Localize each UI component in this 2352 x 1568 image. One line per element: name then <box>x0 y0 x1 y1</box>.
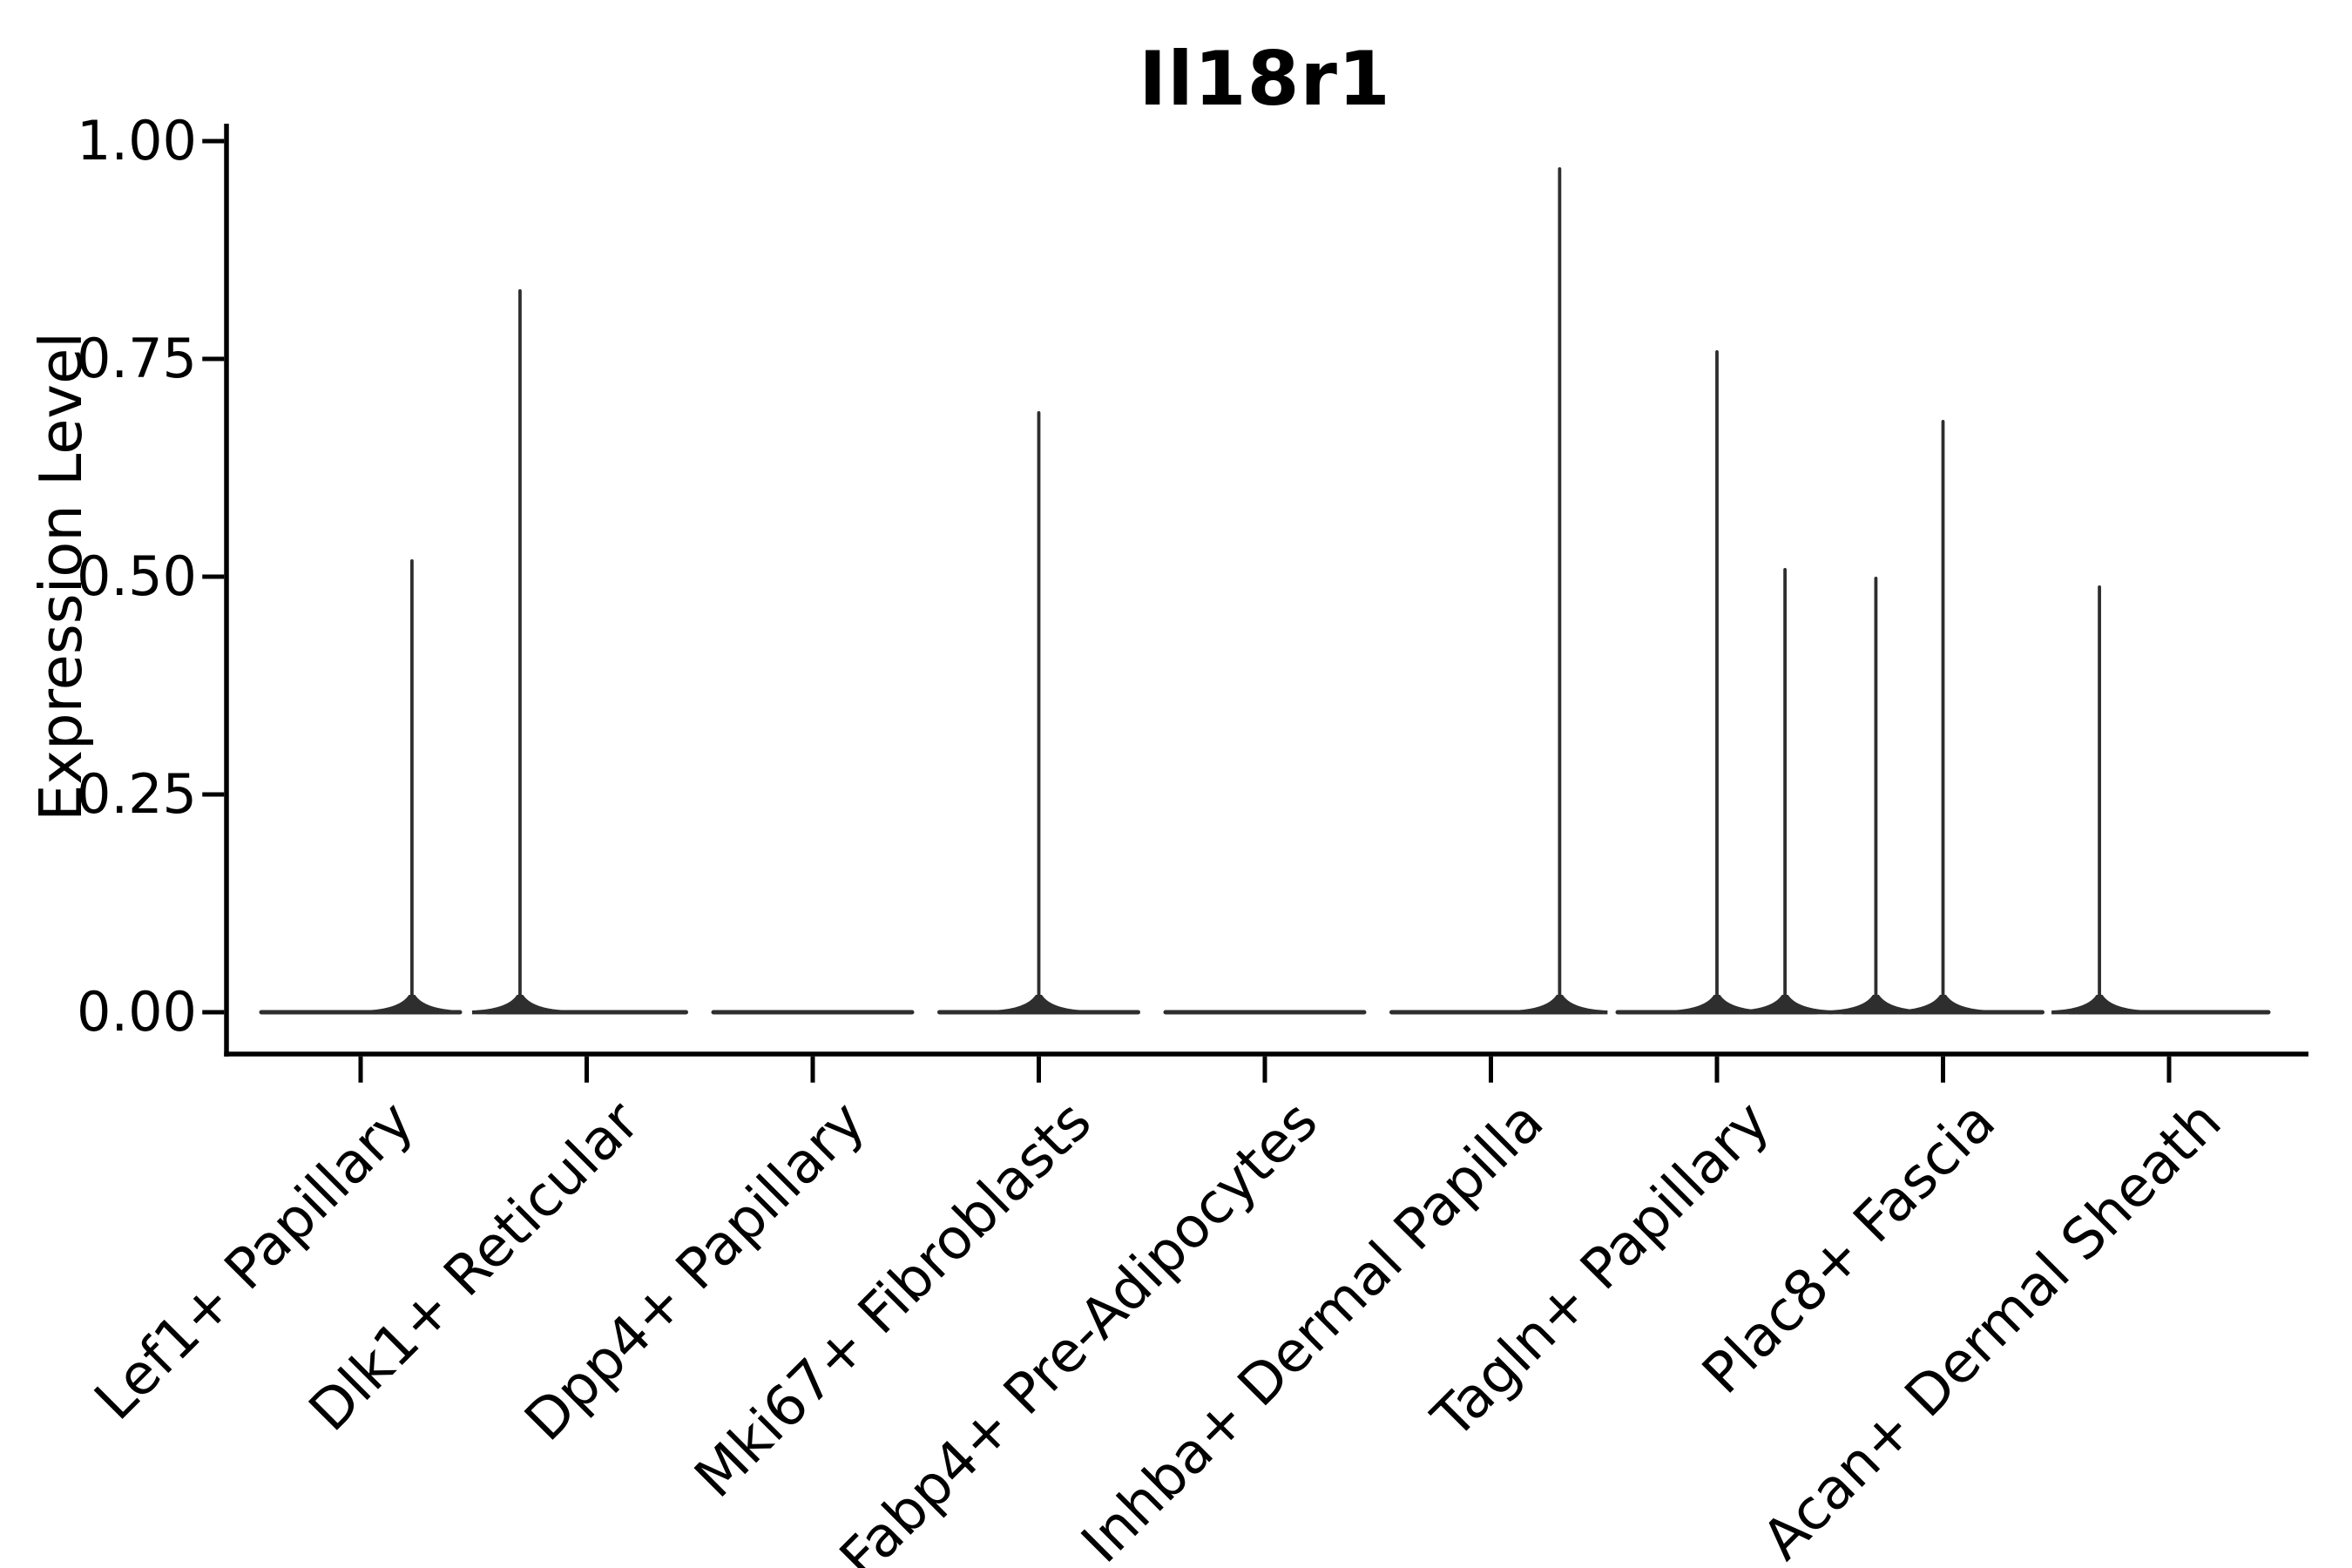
violin-spike <box>410 559 414 1012</box>
x-tick-mark <box>1489 1056 1493 1083</box>
y-tick-mark <box>202 139 225 144</box>
x-tick-mark <box>2166 1056 2172 1083</box>
y-tick-label: 0.75 <box>76 327 197 390</box>
y-tick-mark <box>202 574 225 579</box>
y-tick-mark <box>202 792 225 797</box>
violin-baseline <box>1163 1010 1367 1015</box>
y-tick-label: 0.25 <box>76 762 197 826</box>
chart-title: Il18r1 <box>1139 36 1391 123</box>
violin-spike <box>518 289 522 1012</box>
x-axis-spine <box>224 1051 2308 1057</box>
violin-spike <box>1558 167 1562 1012</box>
violin-spike <box>1037 411 1041 1012</box>
violin-spike <box>1783 568 1788 1012</box>
violin-baseline <box>711 1010 915 1015</box>
x-tick-mark <box>810 1056 815 1083</box>
violin-spike <box>2098 585 2101 1012</box>
x-tick-mark <box>1037 1056 1041 1083</box>
violin-spike <box>1941 420 1945 1012</box>
x-tick-mark <box>358 1056 363 1083</box>
y-tick-label: 0.50 <box>76 544 197 608</box>
y-tick-mark <box>202 1010 225 1015</box>
x-tick-mark <box>1714 1056 1720 1083</box>
x-tick-mark <box>585 1056 589 1083</box>
axes-layer <box>202 124 2308 1083</box>
y-tick-label: 1.00 <box>76 109 197 172</box>
violin-spike <box>1874 577 1878 1012</box>
y-tick-label: 0.00 <box>76 980 197 1044</box>
violins-layer <box>259 167 2271 1015</box>
x-tick-mark <box>1941 1056 1945 1083</box>
y-axis-spine <box>224 124 229 1057</box>
x-tick-mark <box>1262 1056 1267 1083</box>
violin-spike <box>1715 350 1719 1012</box>
y-tick-mark <box>202 356 225 362</box>
